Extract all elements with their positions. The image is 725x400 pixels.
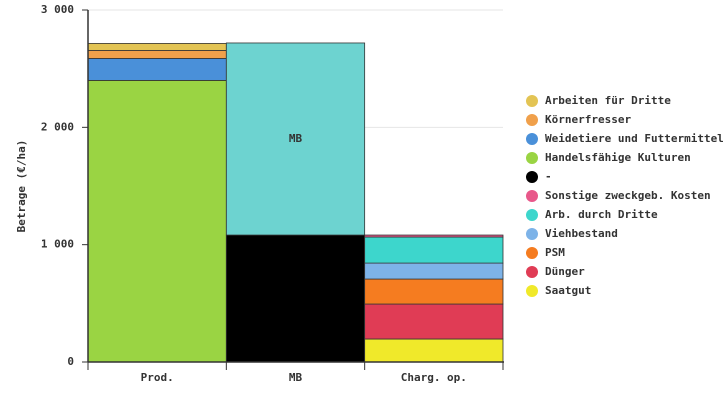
legend-marker — [526, 285, 538, 297]
legend-marker — [526, 266, 538, 278]
bar-segment — [364, 278, 504, 305]
legend-label: Körnerfresser — [545, 113, 631, 126]
bar-segment — [225, 234, 366, 363]
legend-label: - — [545, 170, 552, 183]
bar-segment — [364, 338, 504, 363]
y-axis-title: Betrage (€/ha) — [15, 140, 28, 233]
y-tick-label: 3 000 — [41, 3, 74, 16]
legend-marker — [526, 228, 538, 240]
legend-label: PSM — [545, 246, 565, 259]
bar-segment — [364, 303, 504, 340]
legend-label: Viehbestand — [545, 227, 618, 240]
y-tick-label: 2 000 — [41, 120, 74, 133]
y-tick-label: 0 — [67, 355, 74, 368]
bar-segment — [364, 262, 504, 280]
bar-segment — [87, 58, 227, 81]
bar-segment — [87, 80, 227, 363]
bar-segment — [87, 43, 227, 51]
legend-marker — [526, 114, 538, 126]
legend-marker — [526, 190, 538, 202]
legend-label: Arb. durch Dritte — [545, 208, 658, 221]
legend-label: Handelsfähige Kulturen — [545, 151, 691, 164]
x-tick-label: Prod. — [141, 371, 174, 384]
legend-marker — [526, 95, 538, 107]
legend-marker — [526, 209, 538, 221]
bar-segment — [364, 236, 504, 264]
bar-segment — [364, 234, 504, 238]
bar-segment — [225, 42, 366, 236]
legend-marker — [526, 152, 538, 164]
legend-marker — [526, 133, 538, 145]
x-tick-label: MB — [289, 371, 303, 384]
legend-marker — [526, 171, 538, 183]
segment-label: MB — [289, 132, 303, 145]
y-tick-label: 1 000 — [41, 238, 74, 251]
legend-label: Dünger — [545, 265, 585, 278]
legend-marker — [526, 247, 538, 259]
legend-label: Sonstige zweckgeb. Kosten — [545, 189, 711, 202]
x-tick-label: Charg. op. — [401, 371, 467, 384]
bar-segment — [87, 50, 227, 59]
legend-label: Arbeiten für Dritte — [545, 94, 671, 107]
legend-label: Weidetiere und Futtermittel — [545, 132, 724, 145]
legend-label: Saatgut — [545, 284, 591, 297]
